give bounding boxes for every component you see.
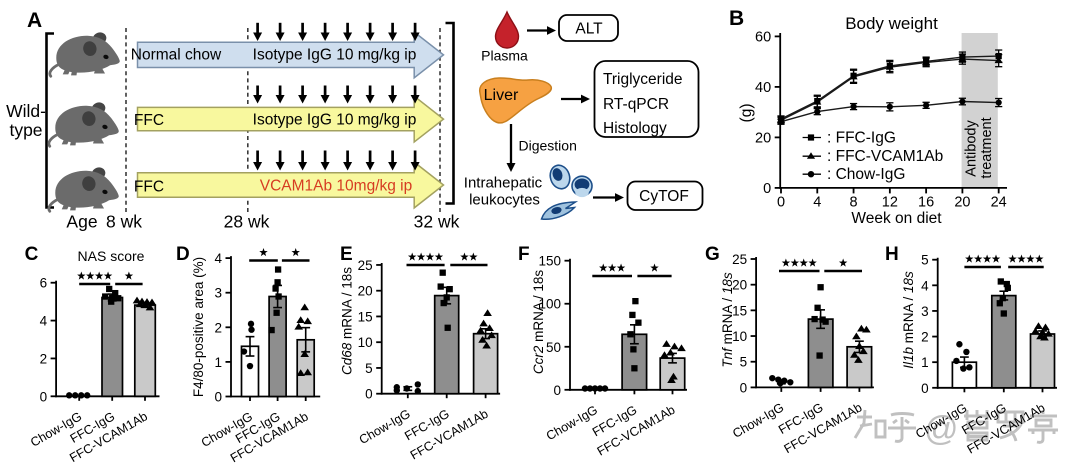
svg-text:(g): (g) (738, 104, 755, 123)
svg-text:8: 8 (850, 194, 858, 210)
svg-text:Body weight: Body weight (845, 14, 938, 33)
svg-text:3: 3 (214, 286, 222, 301)
svg-text:0: 0 (553, 383, 561, 398)
svg-text:25: 25 (732, 252, 747, 267)
svg-text:F: F (518, 244, 530, 265)
svg-text:50: 50 (546, 340, 561, 355)
svg-text:VCAM1Ab 10mg/kg ip: VCAM1Ab 10mg/kg ip (260, 178, 413, 195)
svg-text:20: 20 (755, 131, 771, 147)
svg-text:0: 0 (740, 380, 748, 395)
svg-text:FFC: FFC (134, 179, 164, 196)
svg-text:10: 10 (732, 329, 747, 344)
svg-text:8 wk: 8 wk (106, 212, 142, 232)
svg-text:Ccr2 mRNA / 18s: Ccr2 mRNA / 18s (531, 270, 546, 375)
svg-text:4: 4 (813, 194, 821, 210)
svg-text:15: 15 (358, 309, 373, 324)
svg-text:RT-qPCR: RT-qPCR (603, 96, 669, 113)
svg-text:Wild-: Wild- (6, 101, 46, 121)
svg-text:H: H (885, 244, 899, 265)
svg-text:Cd68 mRNA / 18s: Cd68 mRNA / 18s (340, 267, 355, 375)
svg-text:20: 20 (732, 278, 747, 293)
svg-text:: FFC-IgG: : FFC-IgG (827, 130, 896, 147)
svg-text:Histology: Histology (603, 120, 667, 137)
svg-text:10: 10 (358, 335, 373, 350)
svg-text:Intrahepatic: Intrahepatic (464, 175, 543, 192)
svg-text:Chow-IgG: Chow-IgG (544, 403, 600, 443)
svg-text:2: 2 (921, 330, 929, 345)
svg-text:type: type (9, 120, 42, 140)
svg-text:CyTOF: CyTOF (639, 188, 689, 205)
svg-text:5: 5 (365, 361, 373, 376)
svg-text:3: 3 (921, 304, 929, 319)
svg-text:Chow-IgG: Chow-IgG (357, 407, 413, 447)
svg-text:G: G (705, 244, 720, 265)
svg-text:D: D (176, 244, 190, 265)
svg-text:4: 4 (214, 251, 222, 266)
svg-text:20: 20 (954, 194, 970, 210)
svg-text:2: 2 (40, 351, 48, 366)
svg-text:6: 6 (40, 276, 48, 291)
svg-text:16: 16 (918, 194, 934, 210)
svg-text:25: 25 (358, 258, 373, 273)
svg-text:0: 0 (214, 390, 222, 405)
svg-text:Digestion: Digestion (519, 138, 577, 154)
svg-text:E: E (340, 244, 353, 265)
svg-text:NAS score: NAS score (78, 248, 145, 264)
svg-text:0: 0 (763, 181, 771, 197)
svg-text:0: 0 (365, 387, 373, 402)
svg-text:Triglyceride: Triglyceride (603, 71, 683, 88)
svg-text:Il1b mRNA / 18s: Il1b mRNA / 18s (901, 271, 916, 369)
svg-text:100: 100 (538, 297, 561, 312)
svg-text:15: 15 (732, 303, 747, 318)
svg-text:1: 1 (214, 355, 222, 370)
svg-text:: FFC-VCAM1Ab: : FFC-VCAM1Ab (827, 148, 943, 165)
svg-text:Tnf mRNA / 18s: Tnf mRNA / 18s (720, 272, 735, 368)
svg-text:Chow-IgG: Chow-IgG (730, 400, 786, 440)
svg-text:20: 20 (358, 284, 373, 299)
svg-text:A: A (27, 9, 42, 32)
svg-text:Normal chow: Normal chow (131, 47, 222, 64)
svg-text:12: 12 (882, 194, 898, 210)
svg-text:@: @ (924, 410, 959, 448)
svg-text:: Chow-IgG: : Chow-IgG (827, 166, 905, 183)
svg-text:150: 150 (538, 254, 561, 269)
svg-text:0: 0 (921, 381, 929, 396)
svg-text:ALT: ALT (575, 21, 603, 38)
svg-text:32 wk: 32 wk (414, 212, 460, 232)
svg-text:Liver: Liver (484, 87, 519, 104)
svg-text:0: 0 (40, 389, 48, 404)
svg-text:Plasma: Plasma (481, 48, 528, 64)
svg-text:2: 2 (214, 320, 222, 335)
svg-text:1: 1 (921, 355, 929, 370)
svg-text:Antibody: Antibody (964, 120, 980, 177)
svg-text:5: 5 (740, 355, 748, 370)
svg-text:B: B (729, 7, 744, 30)
svg-text:FFC: FFC (134, 112, 164, 129)
svg-text:Age: Age (66, 212, 97, 232)
svg-text:0: 0 (777, 194, 785, 210)
svg-text:Week on diet: Week on diet (851, 210, 942, 227)
svg-text:treatment: treatment (979, 117, 995, 178)
svg-text:5: 5 (921, 253, 929, 268)
svg-text:Isotype IgG 10 mg/kg ip: Isotype IgG 10 mg/kg ip (253, 47, 417, 64)
svg-text:4: 4 (921, 278, 929, 293)
svg-text:60: 60 (755, 30, 771, 46)
svg-text:F4/80-positive area (%): F4/80-positive area (%) (191, 257, 206, 397)
svg-text:C: C (25, 244, 39, 265)
svg-text:24: 24 (991, 194, 1007, 210)
svg-text:40: 40 (755, 80, 771, 96)
svg-text:leukocytes: leukocytes (469, 192, 540, 209)
svg-text:Isotype IgG 10 mg/kg ip: Isotype IgG 10 mg/kg ip (253, 112, 417, 129)
svg-text:28 wk: 28 wk (224, 212, 270, 232)
svg-text:4: 4 (40, 314, 48, 329)
